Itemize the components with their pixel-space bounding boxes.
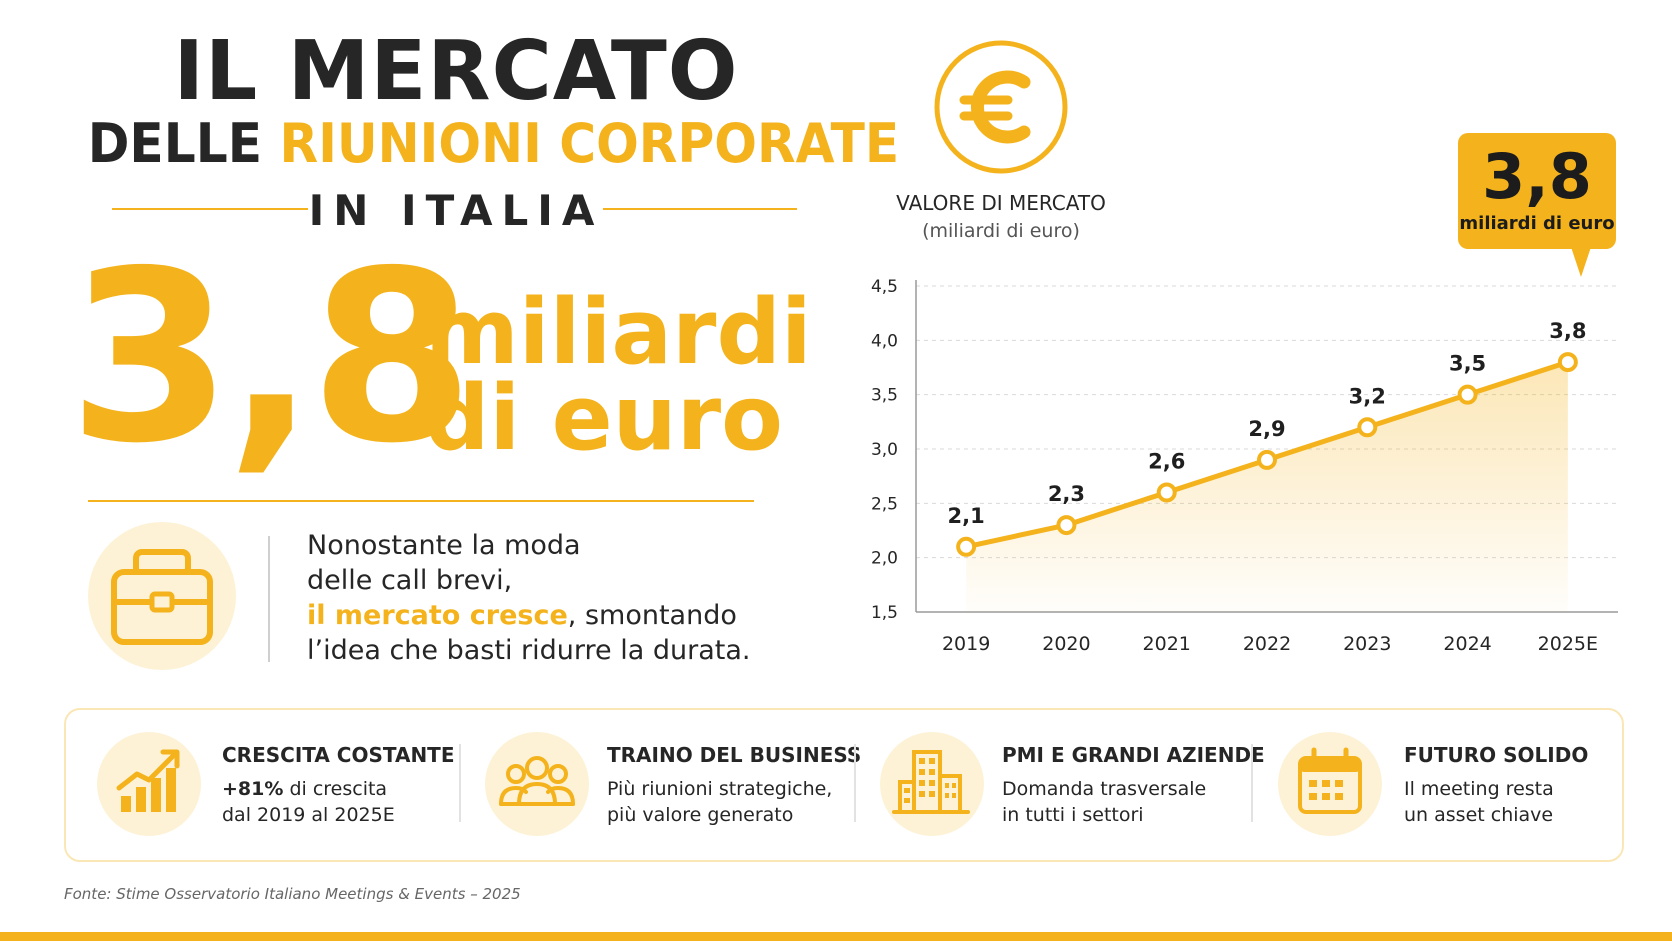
feature-text-line-2: più valore generato [607, 804, 794, 826]
chart-title: VALORE DI MERCATO [896, 191, 1106, 215]
hero-unit-line-1: miliardi [425, 280, 812, 385]
quote-line-3: il mercato cresce, smontando [307, 598, 750, 633]
buildings-icon [892, 750, 970, 814]
data-point [1357, 417, 1378, 438]
euro-badge [932, 38, 1070, 176]
y-tick-label: 3,0 [871, 440, 898, 460]
feature-badge-business [485, 732, 589, 836]
title-line-3: IN ITALIA [308, 186, 604, 235]
x-tick-label: 2024 [1443, 633, 1491, 655]
title-line-2-dark: DELLE [87, 112, 263, 175]
briefcase-icon [111, 549, 213, 645]
x-tick-label: 2025E [1538, 633, 1598, 655]
title-line-2: DELLE RIUNIONI CORPORATE [87, 112, 899, 176]
title-line-2-accent: RIUNIONI CORPORATE [279, 112, 900, 175]
x-tick-label: 2020 [1042, 633, 1090, 655]
feature-text-line-2: dal 2019 al 2025E [222, 804, 395, 826]
hero-unit: miliardi di euro [425, 280, 812, 471]
quote-line-3-rest: , smontando [567, 600, 737, 631]
quote-text: Nonostante la moda delle call brevi, il … [307, 528, 750, 668]
y-tick-label: 1,5 [871, 603, 898, 623]
y-tick-label: 3,5 [871, 386, 898, 406]
feature-badge-future [1278, 732, 1382, 836]
x-tick-label: 2022 [1243, 633, 1291, 655]
data-point [1257, 449, 1277, 470]
feature-text: Domanda trasversale in tutti i settori [1002, 776, 1206, 828]
feature-title: TRAINO DEL BUSINESS [607, 743, 862, 767]
data-point [956, 536, 977, 557]
data-label: 3,8 [1549, 319, 1586, 343]
feature-text: +81% di crescita dal 2019 al 2025E [222, 776, 395, 828]
feature-badge-growth [97, 732, 201, 836]
data-label: 2,9 [1248, 417, 1285, 441]
feature-text-line-1: Il meeting resta [1404, 778, 1554, 800]
feature-text: Il meeting resta un asset chiave [1404, 776, 1554, 828]
feature-title: PMI E GRANDI AZIENDE [1002, 743, 1265, 767]
y-tick-label: 4,0 [871, 331, 898, 351]
source-note: Fonte: Stime Osservatorio Italiano Meeti… [64, 885, 521, 903]
data-label: 2,6 [1148, 449, 1185, 473]
title-rule-right [603, 208, 797, 210]
feature-separator [459, 744, 461, 822]
series-area [966, 362, 1568, 612]
data-label: 2,1 [948, 504, 985, 528]
quote-highlight: il mercato cresce [307, 600, 568, 631]
data-label: 3,2 [1349, 384, 1386, 408]
bottom-accent-bar [0, 932, 1672, 941]
growth-chart-icon [116, 749, 180, 812]
feature-text-line-2: un asset chiave [1404, 804, 1554, 826]
y-tick-label: 2,0 [871, 549, 898, 569]
hero-divider [88, 500, 754, 502]
quote-line-1: Nonostante la moda [307, 530, 581, 561]
data-point [1056, 515, 1077, 536]
feature-title: CRESCITA COSTANTE [222, 743, 455, 767]
feature-text-line-1: Domanda trasversale [1002, 778, 1207, 800]
data-label: 2,3 [1048, 482, 1085, 506]
y-tick-label: 4,5 [871, 277, 898, 297]
title-line-1: IL MERCATO [173, 24, 739, 119]
value-callout [1458, 133, 1616, 249]
feature-highlight: +81% [222, 778, 284, 800]
callout-unit: miliardi di euro [1459, 213, 1615, 234]
quote-line-2: delle call brevi, [307, 565, 513, 596]
feature-text-line-1-rest: di crescita [283, 778, 388, 800]
feature-separator [1251, 744, 1253, 822]
euro-icon [934, 40, 1068, 174]
calendar-icon [1298, 747, 1362, 814]
x-tick-label: 2023 [1343, 633, 1391, 655]
data-point [1156, 482, 1177, 503]
feature-text: Più riunioni strategiche, più valore gen… [607, 776, 832, 828]
people-group-icon [499, 756, 575, 806]
quote-line-4: l’idea che basti ridurre la durata. [307, 635, 751, 666]
value-callout-pointer [1571, 247, 1591, 277]
market-value-line-chart: 1,5 2,0 2,5 3,0 3,5 4,0 4,5 2,1 2019 2,3 2020 2,6 20… [871, 277, 1618, 655]
title-rule-left [112, 208, 308, 210]
feature-title: FUTURO SOLIDO [1404, 743, 1589, 767]
data-point [1457, 384, 1478, 405]
y-tick-label: 2,5 [871, 494, 898, 514]
chart-subtitle: (miliardi di euro) [922, 220, 1080, 242]
data-label: 3,5 [1449, 352, 1486, 376]
quote-separator [268, 536, 270, 662]
feature-separator [854, 744, 856, 822]
data-point [1557, 352, 1578, 373]
feature-text-line-1: Più riunioni strategiche, [607, 778, 833, 800]
x-tick-label: 2021 [1143, 633, 1191, 655]
callout-value: 3,8 [1482, 140, 1592, 213]
feature-badge-companies [880, 732, 984, 836]
briefcase-badge [88, 522, 236, 670]
feature-text-line-2: in tutti i settori [1002, 804, 1144, 826]
feature-text-line-1: +81% di crescita [222, 776, 395, 802]
hero-value: 3,8 [68, 220, 474, 495]
hero-unit-line-2: di euro [425, 366, 783, 471]
x-tick-label: 2019 [942, 633, 990, 655]
